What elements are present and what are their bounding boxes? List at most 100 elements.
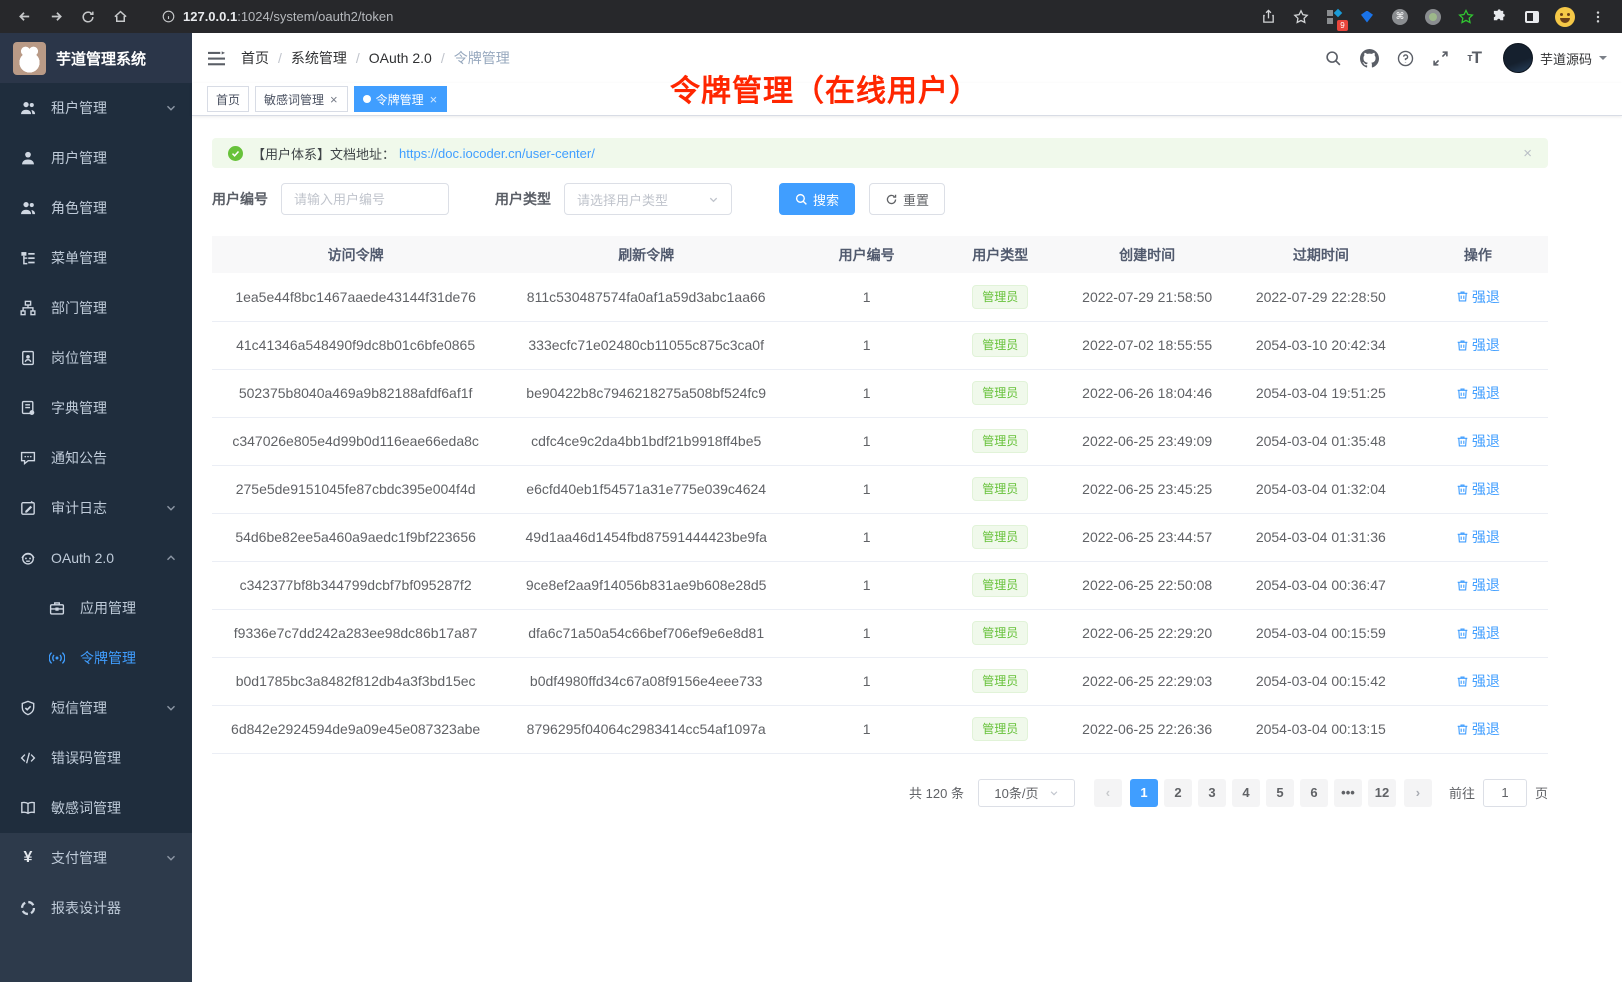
doc-link[interactable]: https://doc.iocoder.cn/user-center/: [399, 145, 595, 161]
page-button-5[interactable]: 5: [1265, 778, 1294, 807]
app-title: 芋道管理系统: [56, 50, 147, 68]
page-button-12[interactable]: 12: [1367, 778, 1396, 807]
sidebar-item-dict[interactable]: 字典管理: [0, 383, 192, 433]
prev-page-button[interactable]: ‹: [1093, 778, 1122, 807]
sidebar-item-dept[interactable]: 部门管理: [0, 283, 192, 333]
search-button[interactable]: 搜索: [779, 183, 856, 215]
force-logout-button[interactable]: 强退: [1456, 671, 1500, 691]
user-id-input[interactable]: [281, 183, 449, 215]
dict-icon: [20, 400, 36, 416]
extension-gem-icon[interactable]: [1357, 7, 1377, 27]
user-id-cell: 1: [793, 561, 941, 610]
caret-down-icon: [1599, 56, 1607, 64]
table-row: c342377bf8b344799dcbf7bf095287f2 9ce8ef2…: [212, 561, 1548, 610]
extensions-puzzle-icon[interactable]: [1489, 7, 1509, 27]
user-menu[interactable]: 芋道源码: [1502, 43, 1607, 73]
refresh-token-cell: be90422b8c7946218275a508bf524fc9: [499, 369, 794, 418]
sidebar-item-token[interactable]: 令牌管理: [0, 633, 192, 683]
breadcrumb-item[interactable]: 系统管理: [290, 50, 347, 66]
help-icon[interactable]: [1397, 50, 1414, 67]
extension-recorder-icon[interactable]: [1423, 7, 1443, 27]
force-logout-button[interactable]: 强退: [1456, 335, 1500, 355]
home-icon[interactable]: [106, 4, 134, 30]
force-logout-button[interactable]: 强退: [1456, 479, 1500, 499]
side-panel-icon[interactable]: [1522, 7, 1542, 27]
extension-star-icon[interactable]: [1456, 7, 1476, 27]
address-bar[interactable]: 127.0.0.1:1024/system/oauth2/token: [138, 9, 1254, 24]
extension-command-icon[interactable]: ⌘: [1390, 7, 1410, 27]
access-token-cell: 1ea5e44f8bc1467aaede43144f31de76: [212, 273, 500, 322]
expire-time-cell: 2054-03-04 00:13:15: [1234, 705, 1408, 754]
user-id-cell: 1: [793, 417, 941, 466]
browser-menu-icon[interactable]: [1588, 7, 1608, 27]
share-icon[interactable]: [1258, 7, 1278, 27]
back-icon[interactable]: [10, 4, 38, 30]
sidebar-item-log[interactable]: 审计日志: [0, 483, 192, 533]
page-button-4[interactable]: 4: [1231, 778, 1260, 807]
user-type-tag: 管理员: [972, 621, 1029, 645]
sidebar-item-oauth[interactable]: OAuth 2.0: [0, 533, 192, 583]
tab-close-icon[interactable]: ×: [330, 91, 338, 107]
breadcrumb-item[interactable]: OAuth 2.0: [368, 50, 432, 66]
force-logout-button[interactable]: 强退: [1456, 383, 1500, 403]
logo-bar[interactable]: 芋道管理系统: [0, 33, 192, 83]
page-button-1[interactable]: 1: [1129, 778, 1158, 807]
site-info-icon[interactable]: [162, 10, 175, 23]
force-logout-button[interactable]: 强退: [1456, 623, 1500, 643]
sidebar-item-post[interactable]: 岗位管理: [0, 333, 192, 383]
sidebar-item-menu[interactable]: 菜单管理: [0, 233, 192, 283]
tenant-icon: [20, 100, 36, 116]
access-token-cell: 502375b8040a469a9b82188afdf6af1f: [212, 369, 500, 418]
alert-close-icon[interactable]: ×: [1523, 144, 1532, 162]
breadcrumb-item[interactable]: 首页: [241, 50, 269, 66]
chevron-down-icon: [1049, 788, 1059, 798]
user-type-select[interactable]: 请选择用户类型: [564, 183, 732, 215]
goto-input[interactable]: [1482, 778, 1527, 807]
chevron-down-icon: [165, 102, 177, 114]
extension-wallet-icon[interactable]: 9: [1324, 7, 1348, 31]
sidebar-item-role[interactable]: 角色管理: [0, 183, 192, 233]
fullscreen-icon[interactable]: [1432, 50, 1449, 67]
tab-敏感词管理[interactable]: 敏感词管理 ×: [255, 86, 348, 112]
tab-令牌管理[interactable]: 令牌管理 ×: [353, 86, 448, 112]
force-logout-button[interactable]: 强退: [1456, 575, 1500, 595]
sidebar-item-report[interactable]: 报表设计器: [0, 883, 192, 933]
page-buttons: 1 2 3 4 5 6 ••• 12: [1127, 778, 1399, 807]
force-logout-button[interactable]: 强退: [1456, 527, 1500, 547]
post-icon: [20, 350, 36, 366]
sidebar-item-user[interactable]: 用户管理: [0, 133, 192, 183]
page-button-3[interactable]: 3: [1197, 778, 1226, 807]
collapse-sidebar-icon[interactable]: [207, 50, 226, 67]
create-time-cell: 2022-07-02 18:55:55: [1060, 321, 1234, 370]
forward-icon[interactable]: [42, 4, 70, 30]
force-logout-button[interactable]: 强退: [1456, 287, 1500, 307]
search-icon[interactable]: [1325, 50, 1342, 67]
tab-close-icon[interactable]: ×: [429, 91, 438, 107]
sidebar-item-notice[interactable]: 通知公告: [0, 433, 192, 483]
tab-首页[interactable]: 首页: [207, 86, 250, 112]
table-header-row: 访问令牌 刷新令牌 用户编号 用户类型 创建时间 过期时间 操作: [212, 236, 1548, 273]
profile-avatar[interactable]: [1555, 6, 1575, 27]
sidebar-item-sensitive[interactable]: 敏感词管理: [0, 783, 192, 833]
expire-time-cell: 2054-03-04 00:15:42: [1234, 657, 1408, 706]
sidebar-item-errcode[interactable]: 错误码管理: [0, 733, 192, 783]
filter-form: 用户编号 用户类型 请选择用户类型 搜索 重置: [212, 183, 1548, 215]
force-logout-button[interactable]: 强退: [1456, 719, 1500, 739]
page-more-button[interactable]: •••: [1333, 778, 1362, 807]
bookmark-star-icon[interactable]: [1291, 7, 1311, 27]
page-content: 【用户体系】文档地址： https://doc.iocoder.cn/user-…: [192, 116, 1622, 982]
page-size-select[interactable]: 10条/页: [977, 778, 1075, 807]
github-icon[interactable]: [1360, 48, 1380, 68]
next-page-button[interactable]: ›: [1403, 778, 1432, 807]
page-button-2[interactable]: 2: [1163, 778, 1192, 807]
reset-button[interactable]: 重置: [869, 183, 946, 215]
page-button-6[interactable]: 6: [1299, 778, 1328, 807]
user-id-cell: 1: [793, 465, 941, 514]
reload-icon[interactable]: [74, 4, 102, 30]
sidebar-item-app[interactable]: 应用管理: [0, 583, 192, 633]
sidebar-item-pay[interactable]: ¥ 支付管理: [0, 833, 192, 883]
sidebar-item-tenant[interactable]: 租户管理: [0, 83, 192, 133]
sidebar-item-sms[interactable]: 短信管理: [0, 683, 192, 733]
force-logout-button[interactable]: 强退: [1456, 431, 1500, 451]
